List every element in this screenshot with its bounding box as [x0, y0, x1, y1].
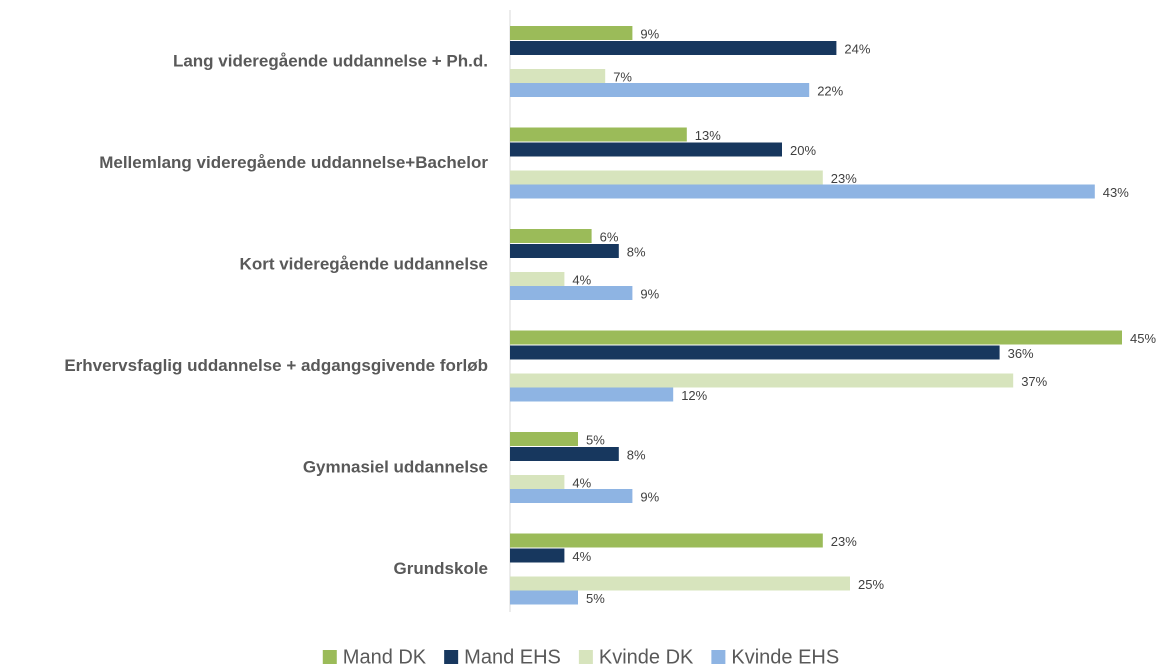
legend-swatch	[711, 650, 726, 664]
data-label: 9%	[640, 286, 659, 301]
legend-label: Kvinde DK	[599, 646, 694, 666]
legend-swatch	[322, 650, 337, 664]
bar	[510, 142, 782, 157]
bar	[510, 489, 633, 503]
data-label: 8%	[627, 244, 646, 259]
data-label: 43%	[1103, 185, 1129, 200]
data-label: 37%	[1021, 374, 1047, 389]
data-label: 6%	[600, 229, 619, 244]
data-label: 23%	[831, 171, 857, 186]
legend-label: Mand DK	[343, 646, 427, 666]
legend-label: Mand EHS	[464, 646, 561, 666]
data-label: 4%	[572, 549, 591, 564]
bar	[510, 244, 619, 258]
legend-label: Kvinde EHS	[731, 646, 839, 666]
data-label: 4%	[572, 272, 591, 287]
data-label: 5%	[586, 432, 605, 447]
category-label: Gymnasiel uddannelse	[303, 457, 488, 476]
data-label: 12%	[681, 388, 707, 403]
data-label: 22%	[817, 83, 843, 98]
data-label: 23%	[831, 534, 857, 549]
bar	[510, 387, 674, 402]
bar	[510, 69, 606, 83]
data-label: 36%	[1008, 346, 1034, 361]
legend-swatch	[578, 650, 593, 664]
data-label: 20%	[790, 143, 816, 158]
data-label: 25%	[858, 577, 884, 592]
data-label: 5%	[586, 591, 605, 606]
bar	[510, 475, 565, 489]
data-label: 24%	[844, 41, 870, 56]
category-label: Erhvervsfaglig uddannelse + adgangsgiven…	[64, 356, 488, 375]
bar	[510, 590, 578, 605]
category-label: Kort videregående uddannelse	[240, 254, 488, 273]
bar	[510, 576, 850, 591]
data-label: 13%	[695, 128, 721, 143]
data-label: 9%	[640, 26, 659, 41]
bar	[510, 286, 633, 300]
bar	[510, 330, 1122, 345]
bar	[510, 127, 687, 142]
data-label: 8%	[627, 447, 646, 462]
bar	[510, 447, 619, 461]
bar	[510, 272, 565, 286]
data-label: 7%	[613, 69, 632, 84]
bar	[510, 41, 837, 55]
category-label: Mellemlang videregående uddannelse+Bache…	[99, 153, 488, 172]
bar	[510, 345, 1000, 360]
legend-swatch	[444, 650, 459, 664]
data-label: 9%	[640, 489, 659, 504]
bar	[510, 533, 823, 548]
bar	[510, 229, 592, 243]
bar	[510, 373, 1014, 388]
bar	[510, 432, 578, 446]
data-label: 4%	[572, 475, 591, 490]
bar	[510, 170, 823, 185]
category-label: Lang videregående uddannelse + Ph.d.	[173, 51, 488, 70]
bar	[510, 548, 565, 563]
bar	[510, 184, 1095, 199]
category-label: Grundskole	[394, 559, 488, 578]
bar	[510, 26, 633, 40]
data-label: 45%	[1130, 331, 1156, 346]
bar	[510, 83, 810, 97]
